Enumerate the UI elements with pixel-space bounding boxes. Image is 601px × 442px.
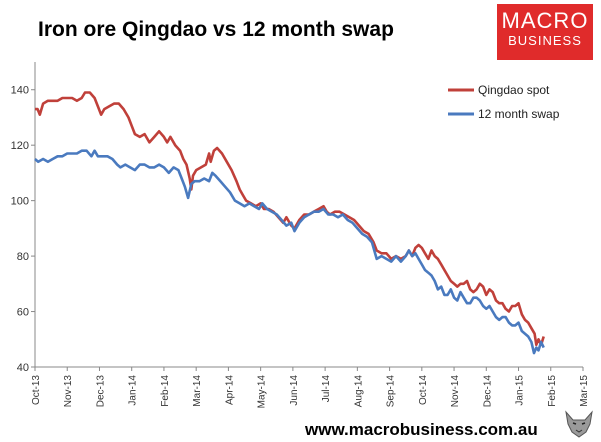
y-tick-label: 140 (11, 85, 29, 97)
footer-url[interactable]: www.macrobusiness.com.au (305, 420, 538, 439)
x-tick-label: Feb-14 (160, 375, 171, 407)
series-line-swap (34, 149, 545, 355)
macrobusiness-logo[interactable]: MACRO BUSINESS (497, 4, 593, 60)
legend-label: Qingdao spot (478, 83, 550, 97)
x-tick-label: Aug-14 (353, 375, 364, 408)
x-tick-label: Jan-15 (515, 375, 526, 406)
logo-line-business: BUSINESS (508, 33, 582, 48)
x-tick-label: Apr-14 (224, 375, 235, 405)
x-tick-label: Dec-14 (482, 375, 493, 408)
y-tick-label: 60 (17, 307, 29, 319)
x-tick-label: Nov-13 (63, 375, 74, 408)
x-tick-label: Jun-14 (289, 375, 300, 406)
x-tick-label: Jul-14 (321, 375, 332, 403)
x-tick-label: Feb-15 (547, 375, 558, 407)
x-tick-label: Oct-14 (418, 375, 429, 405)
chart-title: Iron ore Qingdao vs 12 month swap (38, 18, 394, 41)
logo-line-macro: MACRO (501, 8, 589, 33)
y-tick-label: 40 (17, 362, 29, 374)
x-tick-label: Dec-13 (95, 375, 106, 408)
x-tick-label: May-14 (257, 375, 268, 409)
x-tick-label: Sep-14 (386, 375, 397, 408)
y-tick-label: 80 (17, 251, 29, 263)
x-tick-label: Jan-14 (128, 375, 139, 406)
x-tick-label: Oct-13 (31, 375, 42, 405)
x-tick-label: Nov-14 (450, 375, 461, 408)
series-line-qingdao-spot (35, 91, 545, 347)
y-tick-label: 100 (11, 196, 29, 208)
x-tick-label: Mar-14 (192, 375, 203, 407)
x-tick-label: Mar-15 (579, 375, 590, 407)
y-tick-label: 120 (11, 140, 29, 152)
wolf-logo-icon (562, 408, 596, 440)
legend-label: 12 month swap (478, 107, 560, 121)
